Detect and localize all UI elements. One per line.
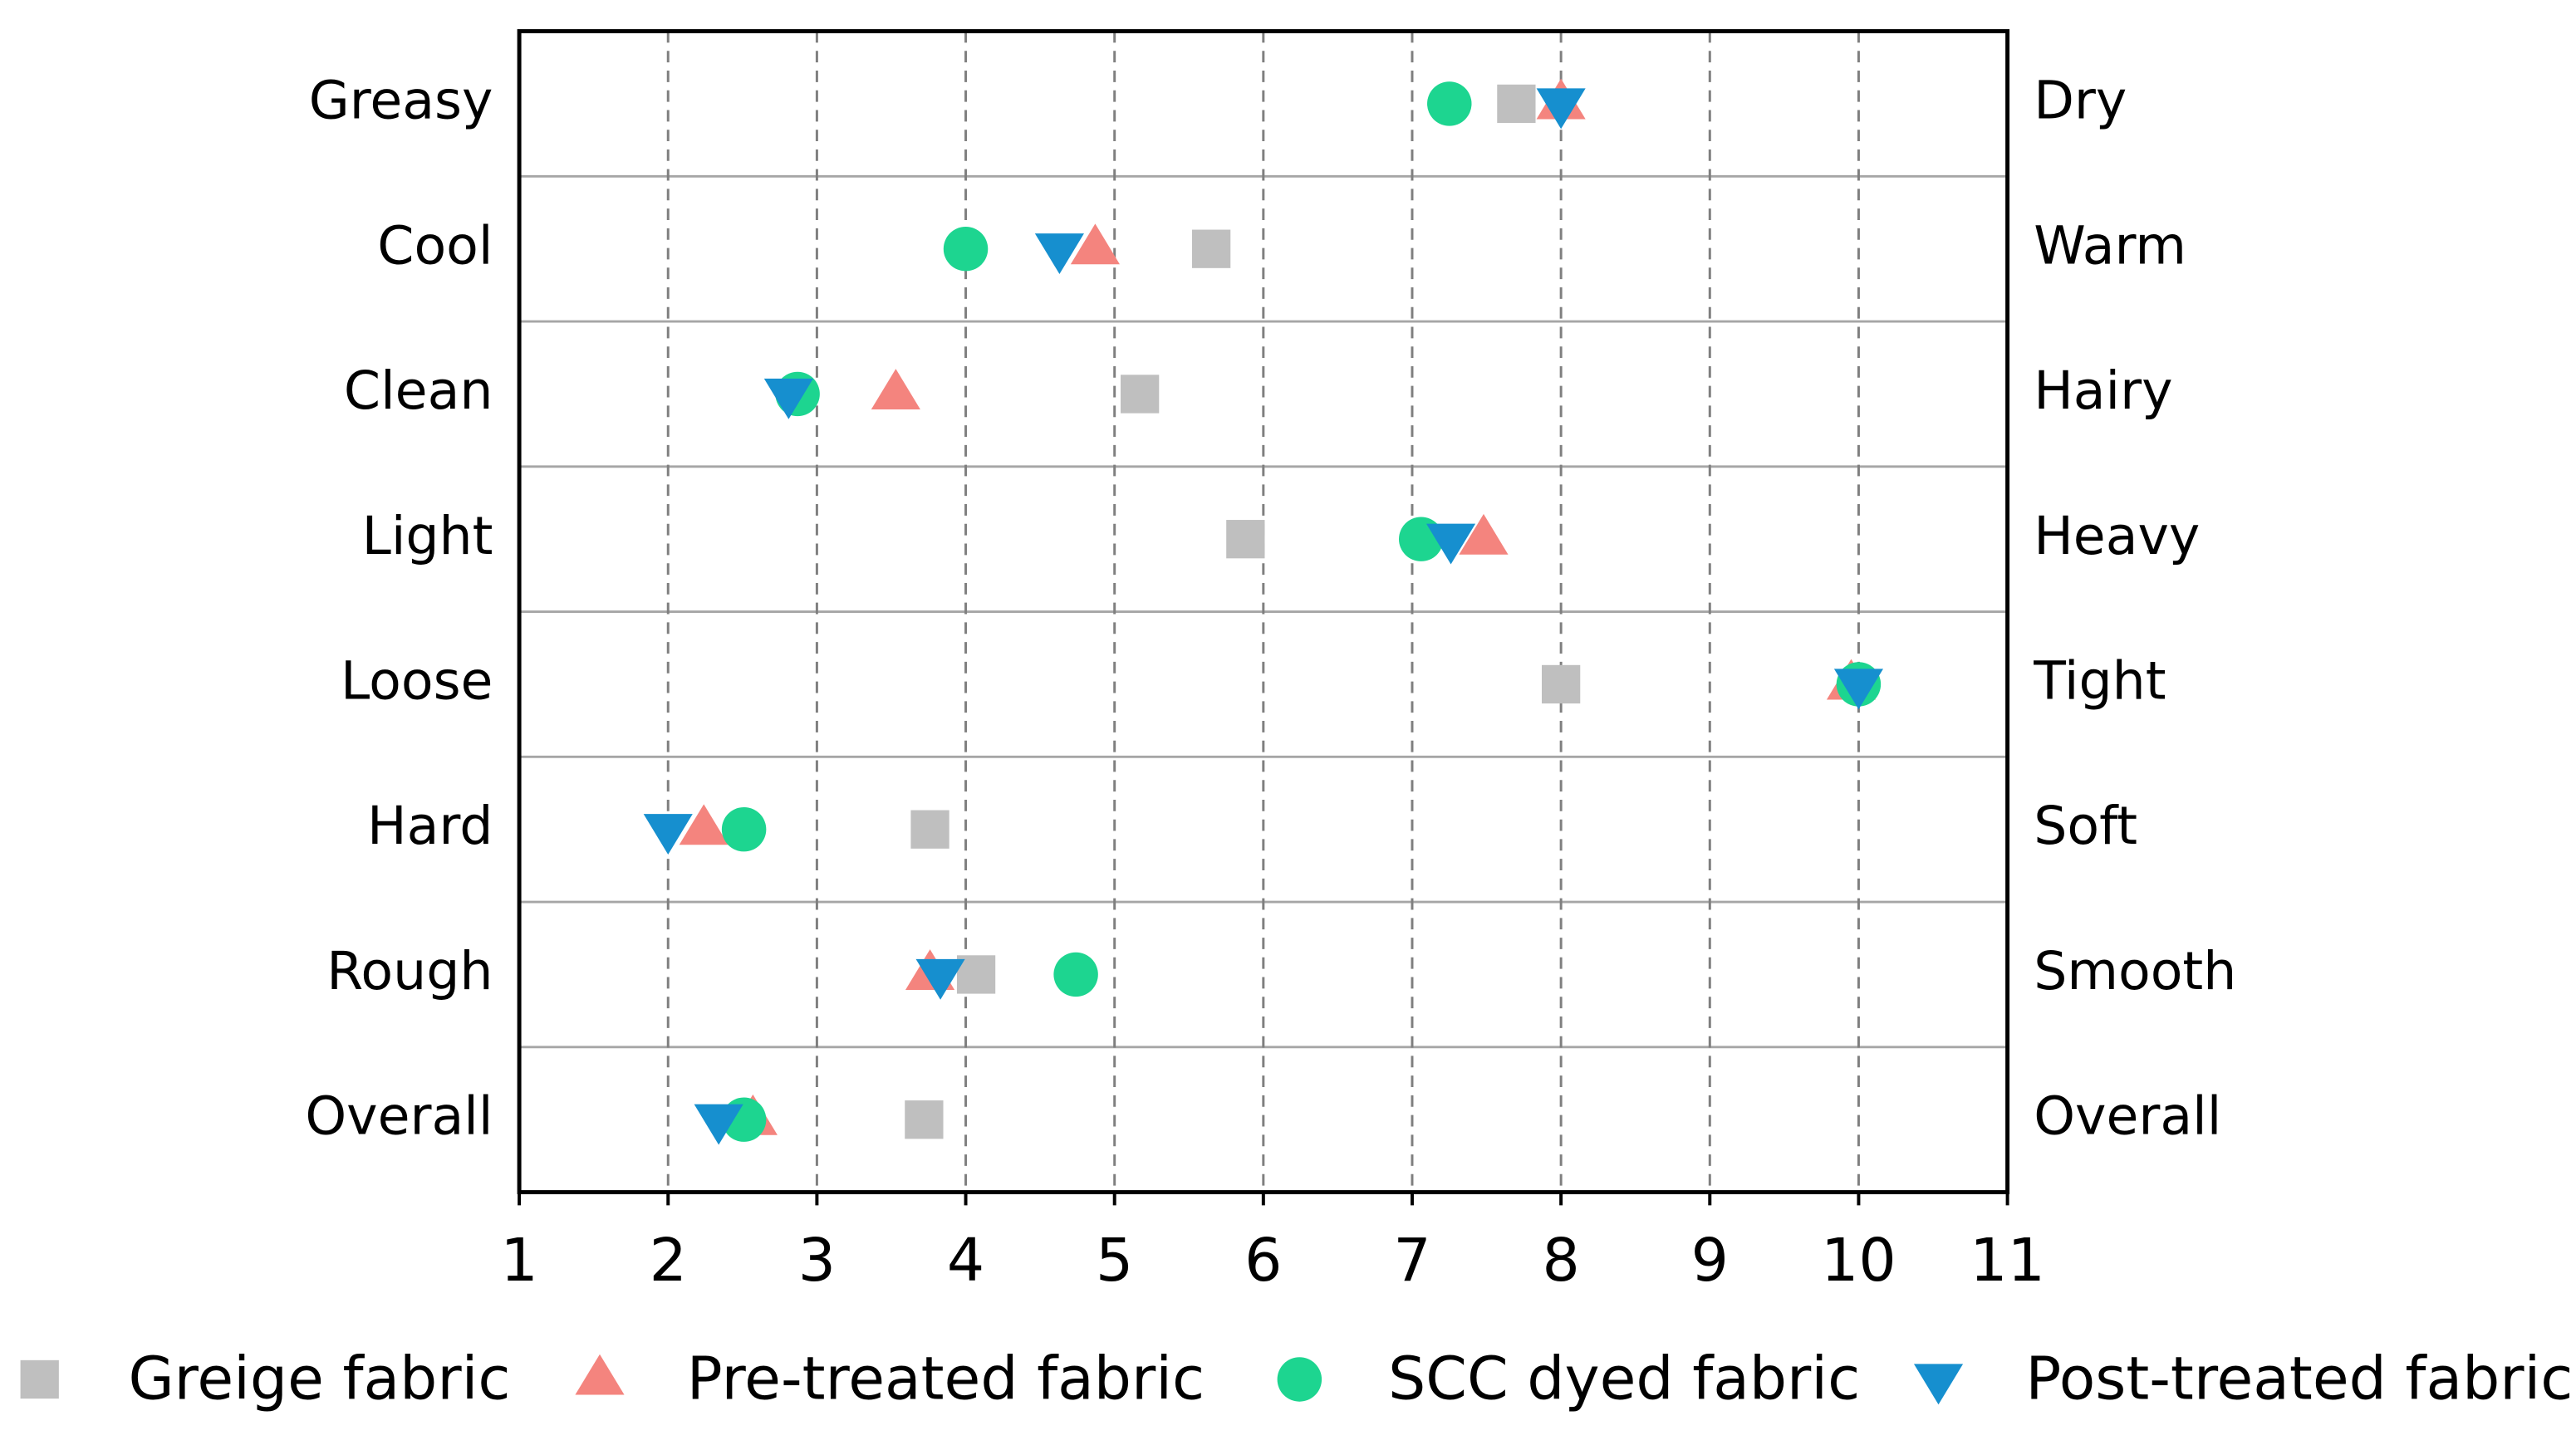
dot-marker bbox=[1427, 81, 1472, 126]
left-label: Light bbox=[362, 505, 493, 566]
dot-marker bbox=[1121, 375, 1160, 414]
dot-marker bbox=[943, 226, 989, 272]
dot-marker bbox=[1070, 223, 1120, 265]
dot-marker bbox=[1053, 952, 1098, 997]
left-label: Loose bbox=[341, 649, 493, 711]
right-label: Overall bbox=[2034, 1085, 2221, 1147]
dot-marker bbox=[1833, 669, 1883, 710]
right-label: Warm bbox=[2034, 214, 2186, 276]
left-label: Greasy bbox=[309, 70, 493, 131]
left-label: Rough bbox=[326, 940, 493, 1002]
dot-marker bbox=[1459, 513, 1509, 555]
x-tick-label: 2 bbox=[650, 1226, 687, 1295]
legend-label: Post-treated fabric bbox=[2025, 1344, 2573, 1413]
dot-marker bbox=[1192, 229, 1231, 268]
dot-marker bbox=[905, 1100, 944, 1139]
dot-marker bbox=[763, 378, 813, 419]
legend-label: SCC dyed fabric bbox=[1388, 1344, 1860, 1413]
x-tick-label: 3 bbox=[798, 1226, 836, 1295]
dot-marker bbox=[1497, 84, 1536, 124]
x-tick-label: 10 bbox=[1821, 1226, 1896, 1295]
left-label: Hard bbox=[367, 795, 493, 856]
right-label: Smooth bbox=[2034, 940, 2236, 1002]
plot-frame bbox=[517, 29, 2010, 1195]
legend-label: Greige fabric bbox=[128, 1344, 510, 1413]
legend-label: Pre-treated fabric bbox=[687, 1344, 1205, 1413]
x-tick-label: 5 bbox=[1096, 1226, 1133, 1295]
legend-marker bbox=[575, 1354, 625, 1395]
right-label: Hairy bbox=[2034, 360, 2172, 421]
left-label: Overall bbox=[305, 1085, 493, 1147]
x-tick-label: 4 bbox=[947, 1226, 984, 1295]
dot-marker bbox=[643, 814, 693, 855]
dot-marker bbox=[1426, 523, 1476, 565]
x-tick-label: 7 bbox=[1393, 1226, 1430, 1295]
right-label: Heavy bbox=[2034, 505, 2200, 566]
dot-marker bbox=[1226, 520, 1265, 559]
legend-marker bbox=[1277, 1357, 1322, 1402]
legend-marker bbox=[20, 1359, 59, 1399]
x-tick-label: 11 bbox=[1970, 1226, 2045, 1295]
right-label: Tight bbox=[2033, 649, 2166, 711]
dot-marker bbox=[1034, 233, 1084, 274]
dot-marker bbox=[721, 806, 767, 852]
dot-marker bbox=[1542, 664, 1581, 704]
x-tick-label: 6 bbox=[1244, 1226, 1282, 1295]
dot-marker bbox=[679, 804, 729, 845]
right-label: Soft bbox=[2034, 795, 2137, 856]
x-tick-label: 8 bbox=[1542, 1226, 1579, 1295]
x-tick-label: 9 bbox=[1691, 1226, 1729, 1295]
dot-marker bbox=[910, 810, 949, 849]
dot-marker bbox=[694, 1104, 743, 1145]
x-tick-label: 1 bbox=[500, 1226, 537, 1295]
dot-marker bbox=[1536, 88, 1586, 130]
right-label: Dry bbox=[2034, 70, 2127, 131]
legend-marker bbox=[1913, 1364, 1964, 1405]
left-label: Clean bbox=[344, 360, 493, 421]
dot-marker bbox=[915, 958, 965, 1000]
left-label: Cool bbox=[377, 214, 493, 276]
dot-marker bbox=[871, 369, 920, 409]
